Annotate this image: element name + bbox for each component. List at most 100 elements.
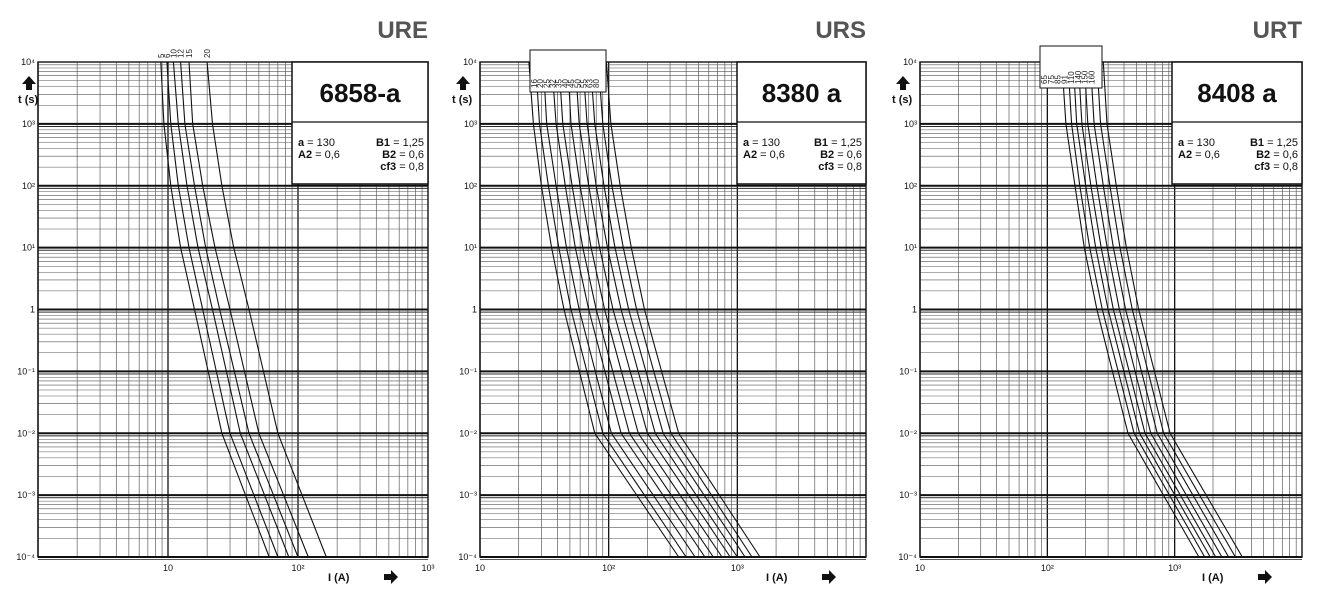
rating-label: 5 xyxy=(157,53,166,58)
parameter-cf3: cf3 = 0,8 xyxy=(818,161,862,173)
series-line-6 xyxy=(166,61,279,558)
rating-label: 6 xyxy=(163,53,172,58)
x-tick-label: 10³ xyxy=(421,563,434,573)
rating-label: 150 xyxy=(1081,70,1090,84)
series-line-20 xyxy=(206,61,327,558)
rating-label: 45 xyxy=(567,79,576,88)
y-tick-label: 10¹ xyxy=(464,243,477,253)
series-line-140 xyxy=(1089,61,1230,558)
y-tick-label: 10³ xyxy=(464,119,477,129)
series-line-16 xyxy=(528,61,680,558)
reference-box xyxy=(1171,61,1303,185)
y-tick-label: 10² xyxy=(904,181,917,191)
x-axis-label: I (A) xyxy=(766,572,788,584)
x-tick-label: 10² xyxy=(602,563,615,573)
y-tick-label: 10² xyxy=(464,181,477,191)
series-line-32 xyxy=(551,61,706,558)
y-tick-label: 10⁻³ xyxy=(459,490,477,500)
y-tick-label: 10⁻¹ xyxy=(17,366,35,376)
parameter-B2: B2 = 0,6 xyxy=(820,149,862,161)
right-arrow-icon xyxy=(822,570,836,584)
rating-label: 63 xyxy=(586,79,595,88)
right-arrow-icon xyxy=(384,570,398,584)
rating-label: 15 xyxy=(185,49,194,58)
x-axis-label: I (A) xyxy=(328,572,350,584)
series-line-25 xyxy=(542,61,696,558)
series-line-20 xyxy=(534,61,687,558)
parameter-a: a = 130 xyxy=(298,137,335,149)
y-tick-label: 10⁻¹ xyxy=(899,366,917,376)
x-tick-label: 10³ xyxy=(731,563,744,573)
series-lines xyxy=(1061,61,1243,558)
series-line-55 xyxy=(589,61,746,558)
x-tick-label: 10 xyxy=(163,563,173,573)
rating-label: 91 xyxy=(1060,75,1069,84)
parameter-a: a = 130 xyxy=(1178,137,1215,149)
y-tick-label: 10⁴ xyxy=(903,57,917,67)
reference-box xyxy=(736,61,867,185)
reference-code: 6858-a xyxy=(320,78,401,108)
plot-frame xyxy=(479,61,867,558)
rating-label: 32 xyxy=(549,79,558,88)
x-tick-label: 10 xyxy=(475,563,485,573)
up-arrow-icon xyxy=(896,76,910,90)
chart-title: URT xyxy=(1253,17,1303,44)
parameter-cf3: cf3 = 0,8 xyxy=(1254,161,1298,173)
series-line-15 xyxy=(188,61,309,558)
y-tick-label: 10⁻² xyxy=(17,428,35,438)
reference-box xyxy=(291,61,429,185)
parameter-B1: B1 = 1,25 xyxy=(814,137,862,149)
parameter-cf3: cf3 = 0,8 xyxy=(380,161,424,173)
rating-label: 12 xyxy=(177,49,186,58)
y-tick-label: 10³ xyxy=(904,119,917,129)
chart-title: URS xyxy=(815,17,866,44)
series-line-12 xyxy=(180,61,299,558)
rating-label: 50 xyxy=(573,79,582,88)
chart-panel-ure: URE 10⁴ 10³ 10² 10¹ 1 10⁻¹ 10⁻² 10⁻³ 10⁻⁴ 10 10² 10³… xyxy=(16,17,435,584)
series-line-150 xyxy=(1096,61,1236,558)
parameter-a: a = 130 xyxy=(743,137,780,149)
rating-label: 160 xyxy=(1087,70,1096,84)
y-tick-label: 10⁻³ xyxy=(899,490,917,500)
chart-title: URE xyxy=(377,17,428,44)
series-line-50 xyxy=(582,61,738,558)
rating-label: 65 xyxy=(1040,75,1049,84)
series-line-5 xyxy=(160,61,270,558)
rating-label-box xyxy=(529,49,607,93)
series-line-35 xyxy=(558,61,714,558)
y-tick-label: 10³ xyxy=(22,119,35,129)
right-arrow-icon xyxy=(1258,570,1272,584)
rating-label: 20 xyxy=(203,49,212,58)
y-tick-label: 10² xyxy=(22,181,35,191)
rating-label: 20 xyxy=(536,79,545,88)
y-tick-label: 10⁻⁴ xyxy=(16,552,35,562)
y-tick-label: 10⁴ xyxy=(463,57,477,67)
y-tick-label: 1 xyxy=(912,305,917,315)
rating-label: 40 xyxy=(561,79,570,88)
rating-label: 140 xyxy=(1074,70,1083,84)
y-tick-label: 10⁻⁴ xyxy=(458,552,477,562)
y-tick-label: 10¹ xyxy=(22,243,35,253)
series-line-110 xyxy=(1083,61,1223,558)
parameter-A2: A2 = 0,6 xyxy=(1178,149,1220,161)
y-tick-label: 10⁻² xyxy=(459,428,477,438)
rating-label: 10 xyxy=(169,49,178,58)
reference-code: 8380 a xyxy=(762,78,842,108)
plot-frame xyxy=(37,61,429,558)
parameter-A2: A2 = 0,6 xyxy=(298,149,340,161)
reference-code: 8408 a xyxy=(1197,78,1277,108)
series-line-91 xyxy=(1077,61,1217,558)
up-arrow-icon xyxy=(456,76,470,90)
rating-label: 16 xyxy=(530,79,539,88)
y-tick-label: 10⁻⁴ xyxy=(898,552,917,562)
parameter-B2: B2 = 0,6 xyxy=(382,149,424,161)
rating-label: 85 xyxy=(1054,75,1063,84)
series-line-63 xyxy=(597,61,753,558)
y-tick-label: 10⁴ xyxy=(21,57,35,67)
y-axis-label: t (s) xyxy=(18,94,39,106)
x-tick-label: 10³ xyxy=(1168,563,1181,573)
plot-frame xyxy=(919,61,1303,558)
series-line-65 xyxy=(1061,61,1200,558)
rating-label-box xyxy=(1039,45,1103,89)
